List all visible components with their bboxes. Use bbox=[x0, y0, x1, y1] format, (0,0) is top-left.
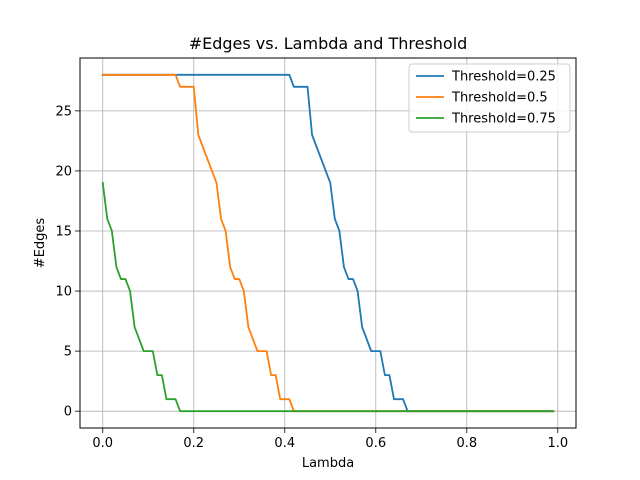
y-tick-label: 20 bbox=[55, 164, 72, 179]
series-line-2 bbox=[101, 73, 555, 413]
y-tick-label: 5 bbox=[64, 345, 72, 360]
chart-title: #Edges vs. Lambda and Threshold bbox=[189, 34, 468, 53]
x-tick-label: 0.0 bbox=[92, 436, 113, 451]
y-axis-ticks: 0 5 10 15 20 25 bbox=[55, 104, 80, 420]
legend: Threshold=0.25 Threshold=0.5 Threshold=0.7… bbox=[408, 63, 571, 133]
series-lines bbox=[101, 73, 555, 413]
y-axis-label: #Edges bbox=[33, 218, 48, 269]
grid bbox=[80, 58, 576, 428]
plot-frame bbox=[79, 57, 577, 429]
x-axis-label: Lambda bbox=[302, 456, 354, 471]
legend-box bbox=[408, 63, 571, 133]
x-tick-label: 0.6 bbox=[365, 436, 386, 451]
series-line-3 bbox=[101, 181, 555, 413]
y-tick-label: 0 bbox=[64, 405, 72, 420]
y-tick-label: 15 bbox=[55, 224, 72, 239]
x-tick-label: 1.0 bbox=[547, 436, 568, 451]
series-line-1 bbox=[101, 73, 555, 413]
y-tick-label: 25 bbox=[55, 104, 72, 119]
x-tick-label: 0.2 bbox=[183, 436, 204, 451]
legend-label: Threshold=0.75 bbox=[451, 112, 556, 127]
legend-label: Threshold=0.25 bbox=[451, 70, 556, 85]
y-tick-label: 10 bbox=[55, 285, 72, 300]
x-tick-label: 0.8 bbox=[456, 436, 477, 451]
x-axis-ticks: 0.0 0.2 0.4 0.6 0.8 1.0 bbox=[92, 428, 568, 451]
legend-label: Threshold=0.5 bbox=[451, 91, 548, 106]
x-tick-label: 0.4 bbox=[274, 436, 295, 451]
